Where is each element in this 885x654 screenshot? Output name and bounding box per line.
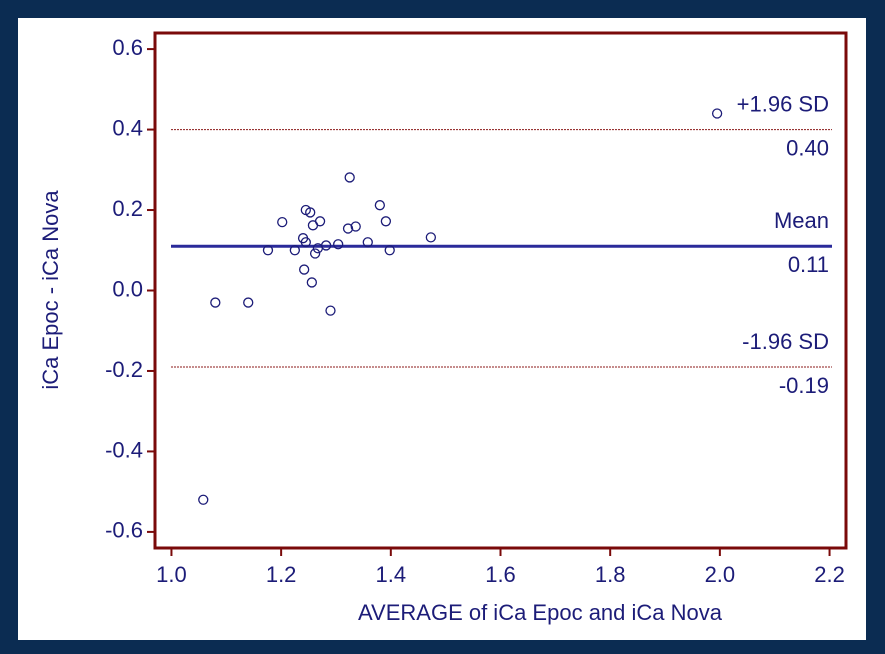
point bbox=[342, 223, 354, 234]
point bbox=[300, 237, 311, 248]
point bbox=[306, 277, 317, 288]
y-tick-label: -0.6 bbox=[105, 518, 143, 543]
point bbox=[305, 207, 316, 218]
reference-value-label: 0.11 bbox=[788, 252, 829, 277]
x-tick-label: 1.0 bbox=[156, 562, 187, 587]
reference-value-label: 0.40 bbox=[786, 135, 829, 160]
x-tick-label: 1.4 bbox=[376, 562, 407, 587]
plot-frame bbox=[153, 31, 848, 550]
y-tick-label: 0.4 bbox=[112, 115, 143, 140]
point bbox=[344, 172, 355, 183]
y-tick-label: 0.6 bbox=[112, 35, 143, 60]
point bbox=[314, 216, 326, 227]
reference-label: -1.96 SD bbox=[742, 329, 829, 354]
x-tick-label: 2.2 bbox=[814, 562, 845, 587]
point bbox=[384, 245, 395, 256]
point bbox=[425, 232, 437, 243]
x-axis-label: AVERAGE of iCa Epoc and iCa Nova bbox=[358, 600, 723, 625]
point bbox=[299, 264, 310, 275]
y-tick-label: 0.2 bbox=[112, 196, 143, 221]
x-tick-label: 1.2 bbox=[266, 562, 297, 587]
point bbox=[320, 240, 332, 251]
point bbox=[198, 494, 209, 505]
point bbox=[210, 297, 221, 308]
point bbox=[262, 245, 274, 256]
point bbox=[277, 216, 288, 228]
y-tick-label: -0.4 bbox=[105, 437, 143, 462]
point bbox=[333, 239, 344, 250]
panel bbox=[18, 18, 866, 640]
point bbox=[374, 200, 385, 211]
point bbox=[711, 108, 723, 119]
point bbox=[309, 248, 321, 259]
point bbox=[243, 297, 254, 308]
reference-label: +1.96 SD bbox=[737, 91, 829, 116]
y-tick-label: -0.2 bbox=[105, 357, 143, 382]
reference-label: Mean bbox=[774, 208, 829, 233]
point bbox=[325, 305, 336, 316]
reference-value-label: -0.19 bbox=[779, 373, 829, 398]
y-tick-label: 0.0 bbox=[112, 276, 143, 301]
point bbox=[289, 245, 300, 256]
point bbox=[380, 216, 392, 227]
x-tick-label: 1.6 bbox=[485, 562, 516, 587]
point bbox=[350, 221, 361, 232]
x-tick-label: 2.0 bbox=[705, 562, 736, 587]
point bbox=[362, 237, 373, 248]
x-tick-label: 1.8 bbox=[595, 562, 626, 587]
y-axis-label: iCa Epoc - iCa Nova bbox=[38, 190, 63, 390]
